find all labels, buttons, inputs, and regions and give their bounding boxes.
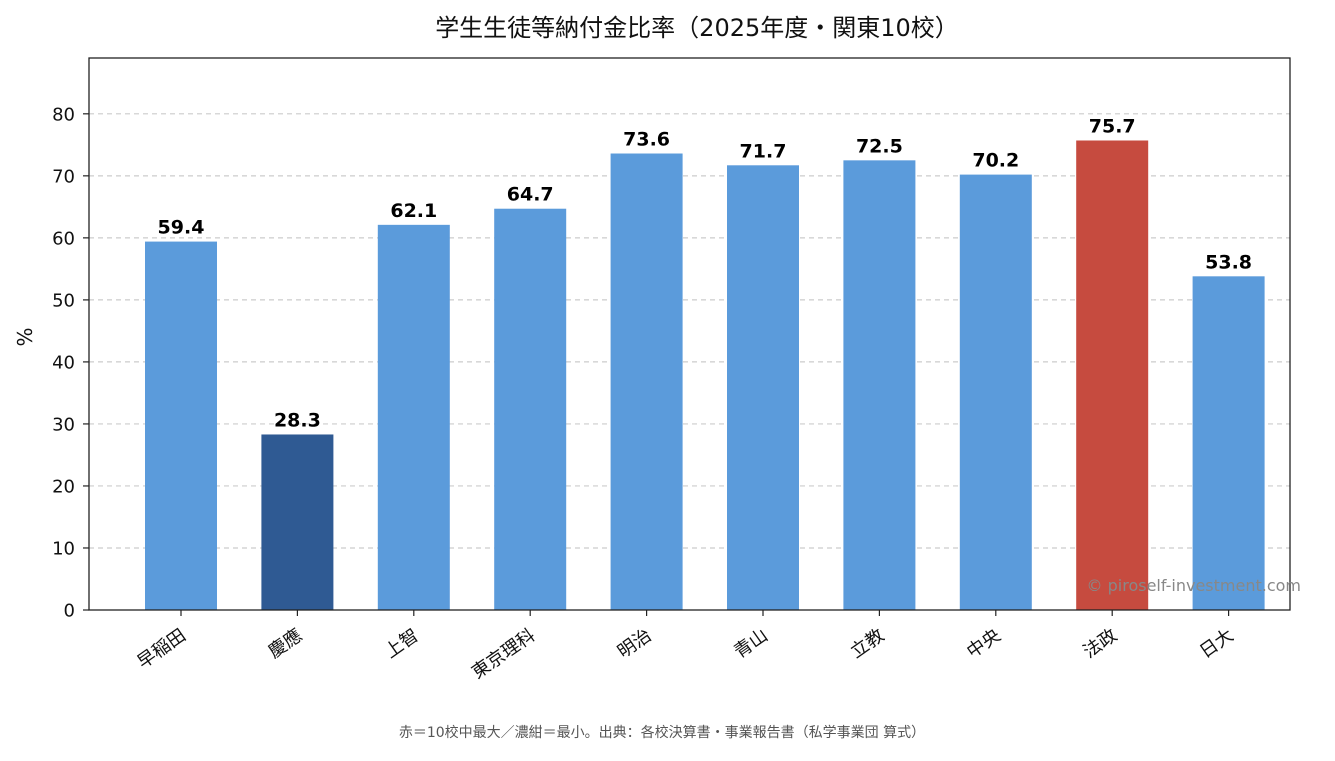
chart-title: 学生生徒等納付金比率（2025年度・関東10校）	[435, 14, 959, 42]
bar	[261, 434, 334, 610]
data-label: 64.7	[507, 184, 554, 206]
y-tick-label: 60	[52, 228, 75, 249]
bar	[843, 160, 916, 610]
data-label: 62.1	[390, 200, 437, 222]
plot-frame	[88, 57, 1291, 611]
y-tick-label: 80	[52, 104, 75, 125]
data-label: 75.7	[1089, 115, 1136, 137]
data-label: 59.4	[158, 217, 205, 239]
watermark: © piroself-investment.com	[1087, 576, 1301, 595]
x-axis-ticks: 早稲田 慶應 上智 東京理科 明治 青山 立教 中央 法政 日大	[134, 610, 1238, 683]
bar	[145, 241, 217, 610]
x-tick-label: 明治	[614, 625, 656, 663]
x-tick-label: 早稲田	[134, 625, 190, 673]
bar	[610, 153, 683, 611]
x-tick-label: 立教	[847, 625, 889, 663]
y-axis-ticks: 0 10 20 30 40 50 60 70 80	[52, 104, 89, 622]
x-tick-label: 慶應	[264, 624, 306, 663]
data-labels: 59.4 28.3 62.1 64.7 73.6 71.7 72.5 70.2 75.7 53.8	[158, 115, 1252, 431]
x-tick-label: 上智	[381, 625, 423, 663]
footnote: 赤＝10校中最大／濃紺＝最小。出典：各校決算書・事業報告書（私学事業団 算式）	[399, 724, 925, 741]
y-tick-label: 70	[52, 166, 75, 187]
y-axis-label: %	[13, 327, 37, 346]
data-label: 53.8	[1205, 251, 1252, 273]
bars	[145, 140, 1265, 611]
y-tick-label: 40	[52, 352, 75, 373]
x-tick-label: 法政	[1080, 625, 1122, 663]
x-tick-label: 東京理科	[468, 625, 539, 683]
bar	[1192, 276, 1265, 610]
bar	[377, 224, 450, 610]
x-tick-label: 青山	[730, 625, 772, 663]
y-tick-label: 30	[52, 414, 75, 435]
data-label: 70.2	[972, 150, 1019, 172]
y-tick-label: 10	[52, 538, 75, 559]
y-tick-label: 0	[64, 601, 75, 622]
x-tick-label: 中央	[963, 625, 1005, 663]
y-tick-label: 50	[52, 290, 75, 311]
y-tick-label: 20	[52, 476, 75, 497]
bar	[959, 174, 1032, 611]
bar	[727, 165, 799, 610]
data-label: 73.6	[623, 129, 670, 151]
data-label: 71.7	[740, 140, 787, 162]
data-label: 72.5	[856, 135, 903, 157]
x-tick-label: 日大	[1196, 625, 1238, 663]
bar	[494, 208, 567, 610]
bar	[1076, 140, 1149, 611]
data-label: 28.3	[274, 409, 321, 431]
